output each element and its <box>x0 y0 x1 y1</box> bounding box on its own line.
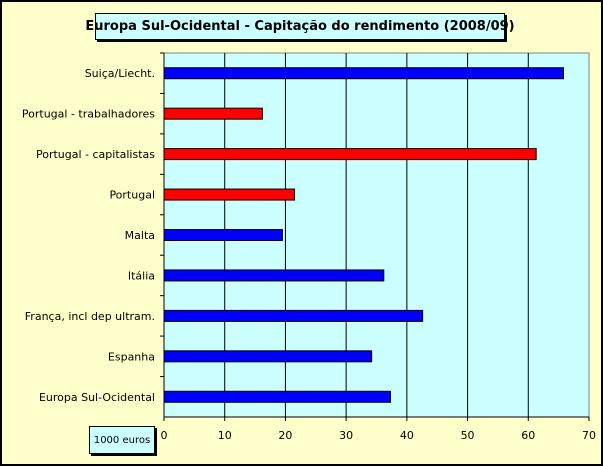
x-tick-label: 60 <box>521 429 535 442</box>
bar <box>163 390 391 403</box>
bar <box>163 229 283 241</box>
bars <box>163 67 564 403</box>
category-label: Europa Sul-Ocidental <box>39 391 155 404</box>
x-tick-label: 70 <box>582 429 596 442</box>
bar <box>163 309 424 322</box>
bar <box>163 107 263 120</box>
chart-title: Europa Sul-Ocidental - Capitação do rend… <box>85 13 515 40</box>
category-label: Portugal <box>109 189 155 202</box>
x-tick-label: 10 <box>218 429 232 442</box>
x-tick-label: 40 <box>400 429 414 442</box>
bar <box>163 148 537 161</box>
x-axis-ticks: 0 10 20 30 40 50 60 70 <box>161 417 596 442</box>
x-tick-label: 0 <box>161 429 168 442</box>
category-label: Portugal - capitalistas <box>36 148 155 161</box>
category-label: Espanha <box>108 350 155 363</box>
x-tick-label: 30 <box>339 429 353 442</box>
x-tick-label: 50 <box>461 429 475 442</box>
category-label: Portugal - trabalhadores <box>22 108 155 121</box>
category-label: Suiça/Liecht. <box>85 67 155 80</box>
bar <box>163 188 296 201</box>
bar <box>163 350 373 363</box>
category-label: Itália <box>128 269 155 282</box>
x-tick-label: 20 <box>278 429 292 442</box>
category-labels: Suiça/Liecht. Portugal - trabalhadores Por… <box>22 52 164 404</box>
category-label: França, incl dep ultram. <box>25 310 155 323</box>
category-label: Malta <box>125 229 155 242</box>
bar <box>163 67 564 80</box>
unit-label: 1000 euros <box>89 426 155 454</box>
bar <box>163 269 385 282</box>
